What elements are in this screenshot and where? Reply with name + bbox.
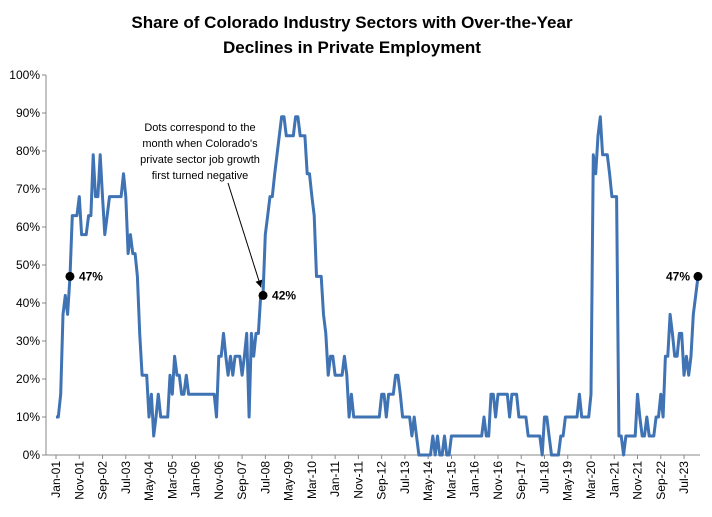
x-tick-label: Nov-11	[351, 461, 365, 499]
data-marker-dot	[258, 290, 268, 300]
data-marker-label: 47%	[666, 269, 690, 283]
x-tick-label: May-04	[142, 461, 156, 501]
x-tick-label: Sep-02	[96, 461, 110, 500]
x-tick-label: Mar-20	[584, 461, 598, 499]
y-tick-label: 70%	[16, 182, 40, 196]
annotation-text-line: private sector job growth	[140, 154, 260, 166]
x-tick-label: Jul-08	[258, 461, 272, 494]
x-tick-label: May-09	[282, 461, 296, 501]
x-tick-label: Nov-01	[72, 461, 86, 500]
x-tick-label: Sep-12	[375, 461, 389, 500]
data-marker-label: 42%	[272, 288, 296, 302]
annotation-arrow-line	[227, 182, 262, 288]
chart-title-line-1: Share of Colorado Industry Sectors with …	[131, 13, 573, 32]
x-tick-label: Jul-18	[537, 461, 551, 494]
x-tick-label: Jan-21	[607, 461, 621, 498]
x-tick-label: May-14	[421, 461, 435, 501]
x-tick-label: Jul-03	[119, 461, 133, 494]
x-tick-label: May-19	[561, 461, 575, 501]
annotation: Dots correspond to the month when Colorad…	[140, 122, 263, 288]
y-tick-label: 50%	[16, 258, 40, 272]
chart-title-line-2: Declines in Private Employment	[223, 38, 481, 57]
x-tick-label: Mar-15	[444, 461, 458, 499]
annotation-text-line: month when Colorado's	[142, 138, 258, 150]
x-tick-label: Nov-21	[631, 461, 645, 500]
y-tick-label: 40%	[16, 296, 40, 310]
data-marker-dot	[65, 271, 75, 281]
x-tick-label: Jan-06	[189, 461, 203, 498]
x-tick-label: Nov-16	[491, 461, 505, 500]
annotation-text-line: first turned negative	[152, 170, 249, 182]
y-tick-label: 30%	[16, 334, 40, 348]
x-tick-label: Jan-01	[49, 461, 63, 498]
data-marker-dot	[693, 271, 703, 281]
x-axis: Jan-01 Nov-01 Sep-02 Jul-03 May-04 Mar-05 Jan-…	[46, 454, 700, 501]
x-tick-label: Sep-07	[235, 461, 249, 500]
y-axis: 0% 10% 20% 30% 40% 50% 60% 70% 80% 90% 100%	[9, 68, 47, 462]
x-tick-label: Nov-06	[212, 461, 226, 500]
x-tick-label: Mar-10	[305, 461, 319, 499]
y-tick-label: 100%	[9, 68, 40, 82]
data-marker-label: 47%	[79, 269, 103, 283]
y-tick-label: 90%	[16, 106, 40, 120]
markers: 47% 42% 47%	[65, 269, 703, 302]
x-tick-label: Sep-22	[654, 461, 668, 500]
x-tick-label: Jul-13	[398, 461, 412, 494]
x-tick-label: Mar-05	[165, 461, 179, 499]
y-tick-label: 80%	[16, 144, 40, 158]
x-tick-label: Jan-11	[328, 461, 342, 497]
x-tick-label: Jan-16	[468, 461, 482, 498]
annotation-arrow-head	[255, 279, 263, 288]
series-line	[56, 115, 700, 457]
y-tick-label: 20%	[16, 372, 40, 386]
x-tick-label: Sep-17	[514, 461, 528, 500]
y-tick-label: 60%	[16, 220, 40, 234]
x-tick-label: Jul-23	[677, 461, 691, 494]
y-tick-label: 0%	[23, 448, 41, 462]
y-tick-label: 10%	[16, 410, 40, 424]
annotation-text-line: Dots correspond to the	[144, 122, 255, 134]
